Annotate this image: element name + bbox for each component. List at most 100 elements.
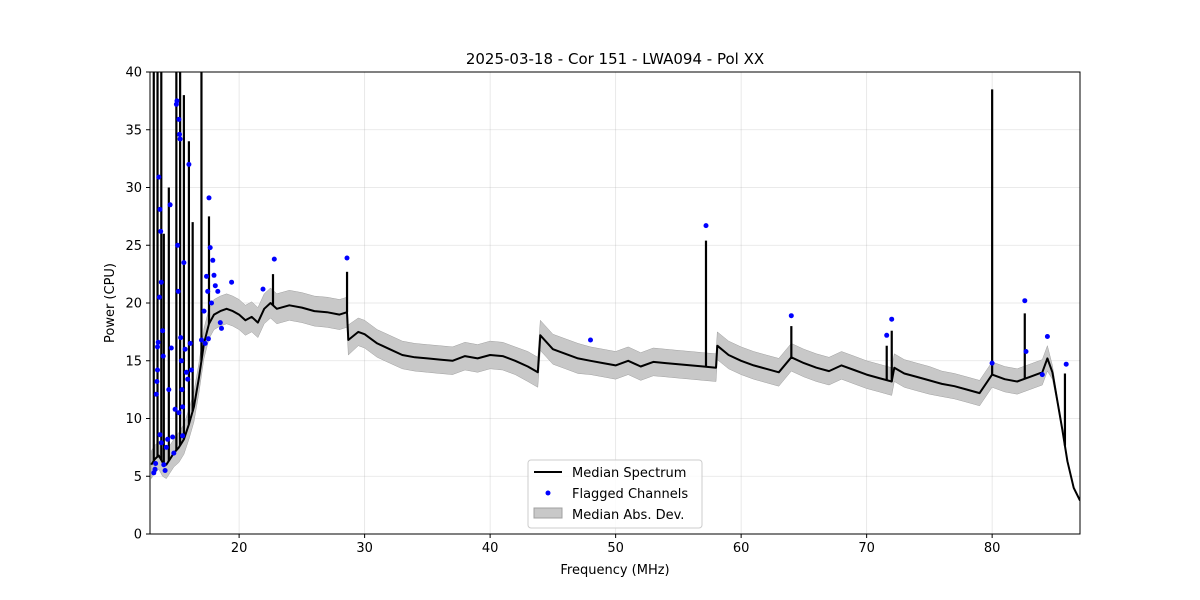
flagged-channel-point — [172, 406, 178, 412]
flagged-channel-point — [1023, 349, 1029, 354]
flagged-channel-point — [174, 98, 180, 104]
flagged-channel-point — [884, 332, 890, 338]
flagged-channel-point — [1063, 361, 1069, 367]
flagged-channel-point — [703, 223, 709, 229]
x-tick-label: 60 — [733, 541, 750, 556]
flagged-channel-point — [171, 450, 177, 456]
flagged-channel-point — [181, 260, 187, 266]
y-tick-label: 20 — [125, 297, 142, 312]
flagged-channel-point — [205, 288, 211, 294]
flagged-channel-point — [210, 257, 216, 263]
flagged-channel-point — [154, 379, 160, 384]
flagged-channel-point — [158, 440, 164, 446]
x-tick-label: 70 — [858, 541, 875, 556]
flagged-channel-point — [1044, 334, 1050, 339]
flagged-points-layer — [151, 98, 1069, 476]
flagged-channel-point — [157, 432, 163, 438]
flagged-channel-point — [179, 387, 185, 393]
flagged-channel-point — [215, 288, 221, 294]
flagged-channel-point — [165, 436, 171, 442]
flagged-channel-point — [1039, 372, 1045, 378]
flagged-channel-point — [182, 346, 188, 352]
flagged-channel-point — [170, 434, 176, 440]
flagged-channel-point — [158, 228, 164, 234]
flagged-channel-point — [211, 272, 217, 278]
flagged-channel-point — [175, 242, 181, 248]
flagged-channel-point — [188, 367, 194, 373]
flagged-channel-point — [175, 288, 181, 294]
y-axis-label: Power (CPU) — [103, 263, 118, 343]
flagged-channel-point — [153, 461, 159, 466]
x-tick-label: 50 — [607, 541, 624, 556]
median-spectrum-line — [150, 302, 1080, 501]
flagged-channel-point — [158, 279, 164, 285]
y-tick-label: 0 — [134, 528, 142, 543]
flagged-channel-point — [166, 387, 172, 393]
flagged-channel-point — [178, 358, 184, 364]
y-axis-ticks: 0 5 10 15 20 25 30 35 40 — [125, 66, 150, 543]
flagged-channel-point — [271, 256, 277, 262]
flagged-channel-point — [206, 195, 212, 201]
chart-title: 2025-03-18 - Cor 151 - LWA094 - Pol XX — [466, 50, 764, 68]
flagged-channel-point — [185, 376, 191, 382]
legend-mad-label: Median Abs. Dev. — [572, 508, 684, 523]
flagged-channel-point — [177, 136, 183, 142]
flagged-channel-point — [162, 468, 168, 473]
x-tick-label: 40 — [482, 541, 499, 556]
flagged-channel-point — [219, 325, 224, 331]
flagged-channel-point — [155, 344, 160, 350]
legend-box — [527, 459, 703, 529]
x-axis-ticks: 20 30 40 50 60 70 80 — [231, 534, 1000, 556]
legend-median-label: Median Spectrum — [572, 466, 686, 481]
flagged-channel-point — [187, 340, 193, 346]
flagged-channel-point — [344, 255, 350, 261]
flagged-channel-point — [260, 286, 266, 292]
flagged-channel-point — [153, 391, 159, 397]
flagged-channel-point — [156, 174, 162, 180]
flagged-channel-point — [155, 367, 160, 373]
flagged-channel-point — [212, 283, 218, 289]
flagged-channel-point — [1022, 298, 1028, 304]
flagged-channel-point — [889, 316, 895, 322]
y-tick-label: 15 — [125, 354, 142, 369]
legend-flagged-swatch — [545, 490, 551, 496]
flagged-channel-point — [176, 116, 182, 122]
flagged-channel-point — [167, 202, 173, 208]
flagged-channel-point — [157, 206, 163, 212]
flagged-channel-point — [788, 313, 794, 319]
legend-mad-swatch — [533, 507, 563, 519]
legend: Median Spectrum Flagged Channels Median … — [527, 459, 703, 529]
flagged-channel-point — [199, 337, 204, 343]
flagged-channel-point — [178, 335, 184, 341]
flagged-channel-point — [176, 410, 182, 416]
legend-flagged-label: Flagged Channels — [572, 487, 688, 502]
flagged-channel-point — [186, 161, 192, 167]
flagged-channel-point — [163, 444, 169, 450]
flagged-channel-point — [161, 462, 167, 468]
flagged-channel-point — [201, 308, 207, 314]
flagged-channel-point — [156, 294, 162, 300]
flagged-channel-point — [180, 404, 186, 410]
flagged-channel-point — [204, 273, 209, 279]
flagged-channel-point — [205, 336, 211, 342]
flagged-channel-point — [160, 353, 166, 359]
flagged-channel-point — [177, 131, 182, 137]
flagged-channel-point — [202, 340, 208, 346]
flagged-channel-point — [168, 345, 174, 351]
x-tick-label: 30 — [356, 541, 373, 556]
y-tick-label: 25 — [125, 239, 142, 254]
flagged-channel-point — [209, 300, 214, 306]
y-tick-label: 40 — [125, 66, 142, 81]
flagged-channel-point — [989, 360, 995, 366]
median-line-layer — [150, 72, 1080, 501]
flagged-channel-point — [588, 337, 593, 343]
flagged-channel-point — [217, 320, 223, 326]
flagged-channel-point — [207, 245, 213, 251]
flagged-channel-point — [183, 369, 189, 375]
flagged-channel-point — [229, 279, 235, 285]
flagged-channel-point — [180, 433, 186, 439]
flagged-channel-point — [160, 328, 166, 334]
flagged-channel-point — [155, 339, 161, 345]
y-tick-label: 30 — [125, 181, 142, 196]
